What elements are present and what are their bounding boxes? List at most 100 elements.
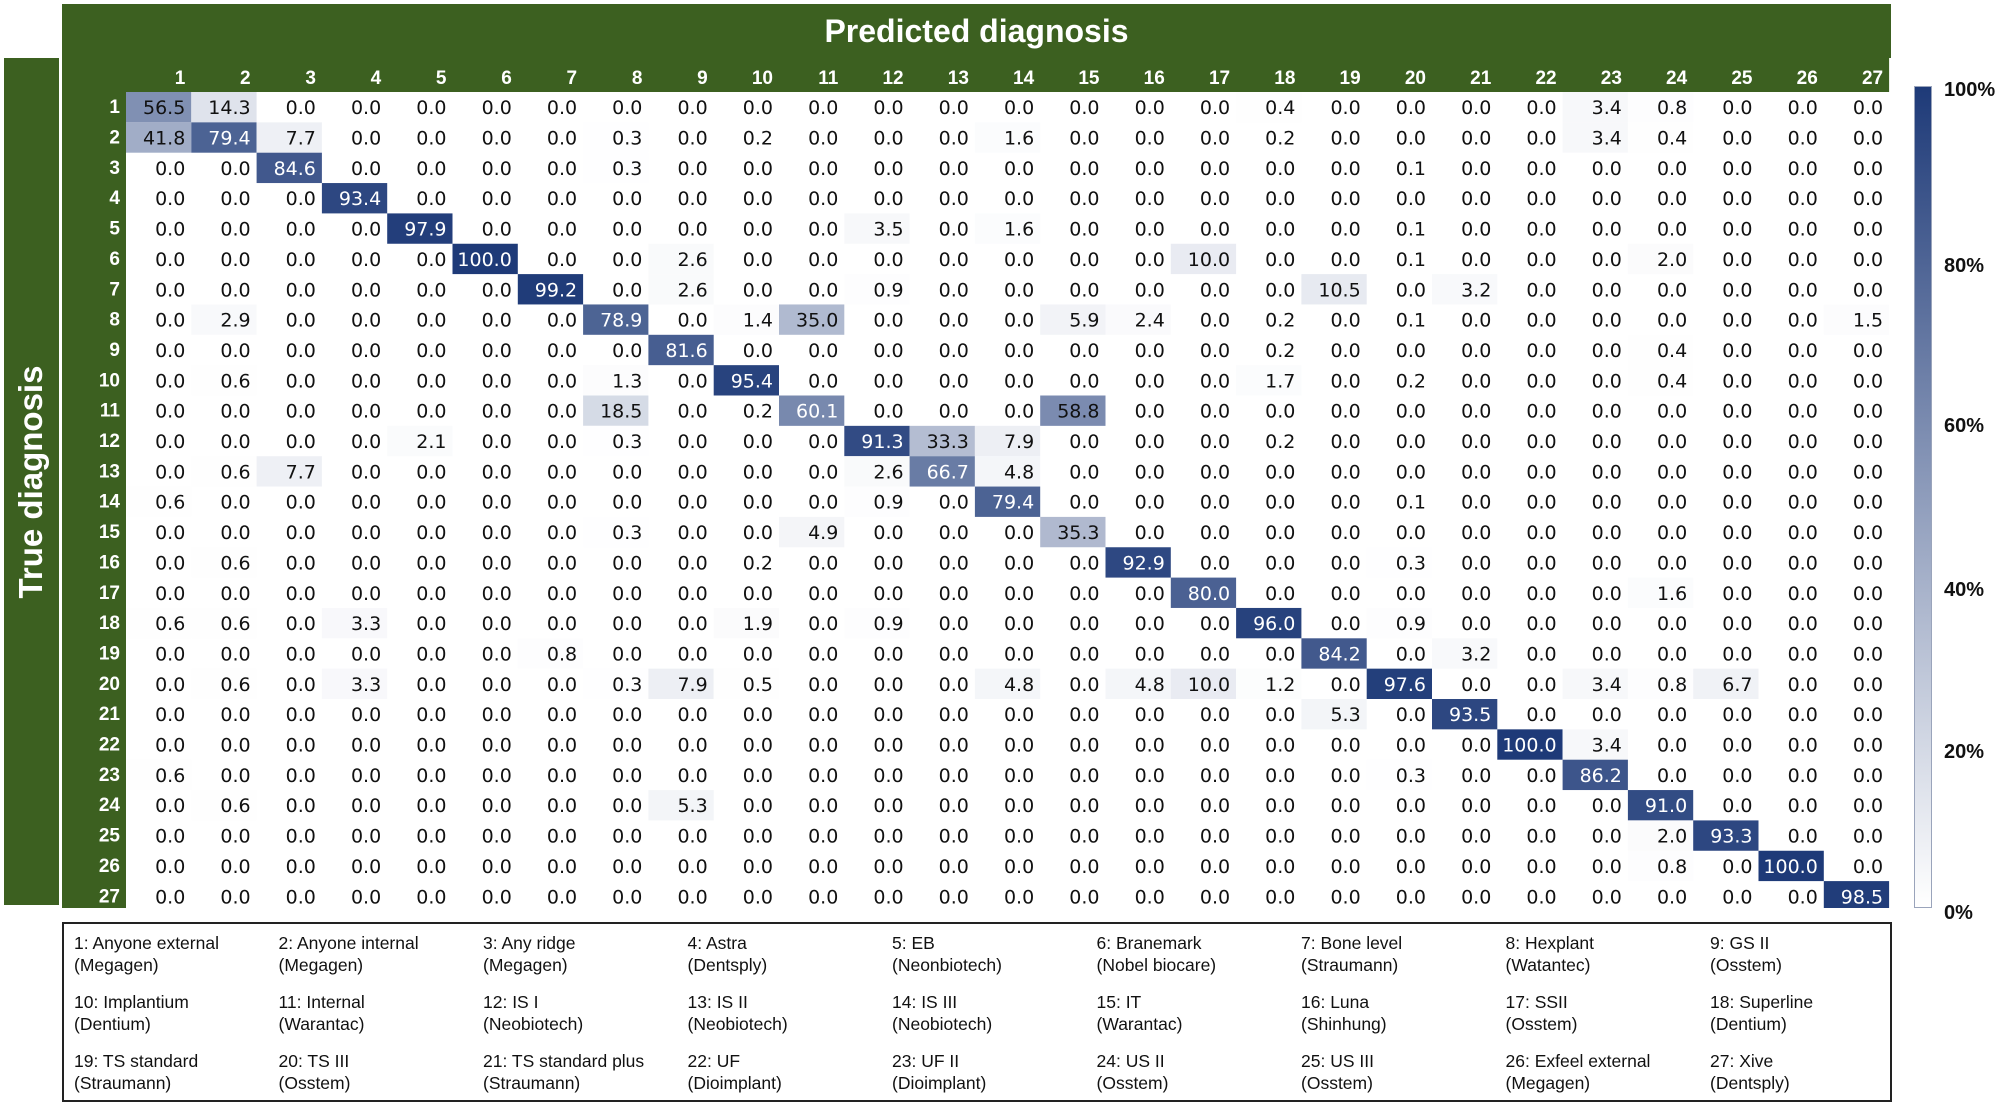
cell-value: 0.0 xyxy=(1461,370,1491,392)
heatmap-cell xyxy=(191,607,257,639)
cell-value: 0.0 xyxy=(1788,643,1818,665)
cell-value: 0.0 xyxy=(1200,188,1230,210)
cell-value: 1.4 xyxy=(743,310,773,332)
cell-value: 0.0 xyxy=(939,370,969,392)
legend-entry-name: 10: Implantium xyxy=(74,992,189,1012)
legend-entry: 11: Internal (Warantac) xyxy=(279,991,365,1035)
cell-value: 0.0 xyxy=(1200,492,1230,514)
cell-value: 0.0 xyxy=(1788,765,1818,787)
cell-value: 0.0 xyxy=(1069,856,1099,878)
cell-value: 0.0 xyxy=(677,552,707,574)
cell-value: 0.0 xyxy=(286,613,316,635)
cell-value: 0.0 xyxy=(286,583,316,605)
cell-value: 0.0 xyxy=(220,826,250,848)
cell-value: 0.0 xyxy=(1396,735,1426,757)
cell-value: 0.0 xyxy=(1330,431,1360,453)
heatmap-cell xyxy=(452,243,518,275)
cell-value: 0.0 xyxy=(1396,401,1426,423)
cell-value: 3.4 xyxy=(1592,128,1622,150)
heatmap-cell xyxy=(1170,243,1237,275)
cell-value: 41.8 xyxy=(143,128,185,150)
cell-value: 0.0 xyxy=(1592,552,1622,574)
cell-value: 0.0 xyxy=(1526,249,1556,271)
legend-entry: 9: GS II (Osstem) xyxy=(1710,932,1782,976)
cell-value: 0.0 xyxy=(939,643,969,665)
cell-value: 0.0 xyxy=(286,522,316,544)
cell-value: 0.0 xyxy=(547,704,577,726)
cell-value: 0.6 xyxy=(220,613,250,635)
cell-value: 0.0 xyxy=(1526,97,1556,119)
legend-entry: 8: Hexplant (Watantec) xyxy=(1506,932,1595,976)
heatmap-cell xyxy=(1562,668,1628,699)
col-label: 17 xyxy=(1209,68,1230,89)
cell-value: 0.0 xyxy=(1200,886,1230,908)
cell-value: 0.0 xyxy=(612,886,642,908)
cell-value: 0.0 xyxy=(939,279,969,301)
cell-value: 0.0 xyxy=(1265,735,1295,757)
cell-value: 0.0 xyxy=(1069,492,1099,514)
cell-value: 0.0 xyxy=(873,674,903,696)
legend-entry-name: 5: EB xyxy=(892,933,935,953)
cell-value: 0.0 xyxy=(808,158,838,180)
cell-value: 0.0 xyxy=(1135,370,1165,392)
cell-value: 0.0 xyxy=(1853,249,1883,271)
col-label: 15 xyxy=(1078,68,1100,89)
heatmap-cell xyxy=(126,486,192,517)
cell-value: 0.0 xyxy=(220,431,250,453)
cell-value: 0.0 xyxy=(1004,704,1034,726)
cell-value: 1.9 xyxy=(743,613,773,635)
heatmap-cell xyxy=(1366,759,1432,791)
cell-value: 0.0 xyxy=(1330,249,1360,271)
cell-value: 0.0 xyxy=(1396,643,1426,665)
heatmap-cell xyxy=(1627,243,1694,275)
cell-value: 0.0 xyxy=(1396,826,1426,848)
cell-value: 0.0 xyxy=(1722,613,1752,635)
cell-value: 0.0 xyxy=(1004,401,1034,423)
cell-value: 0.0 xyxy=(351,826,381,848)
cell-value: 0.0 xyxy=(1330,401,1360,423)
cell-value: 0.0 xyxy=(1330,552,1360,574)
cell-value: 0.0 xyxy=(1396,856,1426,878)
cell-value: 0.0 xyxy=(612,552,642,574)
heatmap-cell xyxy=(1562,92,1628,123)
cell-value: 0.0 xyxy=(1330,886,1360,908)
cell-value: 0.0 xyxy=(1135,522,1165,544)
cell-value: 0.0 xyxy=(1657,219,1687,241)
legend-entry-name: 2: Anyone internal xyxy=(278,933,419,953)
cell-value: 0.0 xyxy=(416,97,446,119)
cell-value: 0.0 xyxy=(220,279,250,301)
cell-value: 0.9 xyxy=(873,279,903,301)
cell-value: 0.0 xyxy=(677,370,707,392)
heatmap-cell xyxy=(648,668,714,699)
cell-value: 0.0 xyxy=(939,826,969,848)
legend-entry-maker: (Neonbiotech) xyxy=(892,955,1002,975)
cell-value: 0.0 xyxy=(677,219,707,241)
cell-value: 0.0 xyxy=(1788,735,1818,757)
cell-value: 0.0 xyxy=(939,522,969,544)
row-label: 21 xyxy=(99,704,121,725)
heatmap-cell xyxy=(321,183,388,214)
cell-value: 0.0 xyxy=(1135,856,1165,878)
cell-value: 0.0 xyxy=(743,219,773,241)
cell-value: 0.0 xyxy=(1330,370,1360,392)
cell-value: 0.0 xyxy=(1135,795,1165,817)
legend-entry: 5: EB (Neonbiotech) xyxy=(892,932,1002,976)
heatmap-cell xyxy=(1301,638,1367,669)
cell-value: 0.0 xyxy=(351,431,381,453)
cell-value: 0.0 xyxy=(1722,583,1752,605)
cell-value: 0.0 xyxy=(1265,795,1295,817)
heatmap-cell xyxy=(1432,274,1498,305)
cell-value: 0.0 xyxy=(1592,249,1622,271)
cell-value: 79.4 xyxy=(208,128,250,150)
cell-value: 0.0 xyxy=(873,158,903,180)
cell-value: 0.0 xyxy=(1853,492,1883,514)
cell-value: 0.0 xyxy=(1788,674,1818,696)
legend-entry-maker: (Osstem) xyxy=(1710,955,1782,975)
heatmap-cell xyxy=(1366,213,1432,244)
heatmap-cell xyxy=(126,122,192,153)
cell-value: 0.0 xyxy=(286,826,316,848)
heatmap-cell xyxy=(1236,304,1302,335)
cell-value: 6.7 xyxy=(1722,674,1752,696)
legend-entry-maker: (Straumann) xyxy=(1301,955,1399,975)
cell-value: 0.0 xyxy=(1722,704,1752,726)
